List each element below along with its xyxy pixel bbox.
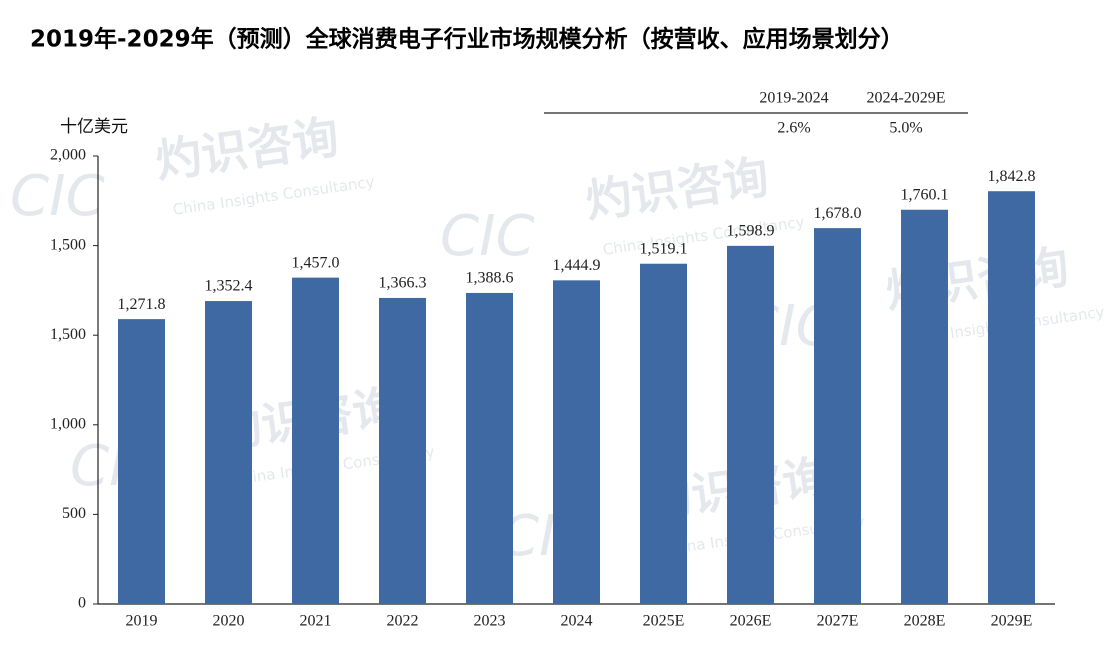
- bar: [814, 228, 861, 605]
- data-label: 1,352.4: [205, 278, 253, 295]
- y-tick-label: 500: [62, 505, 86, 522]
- cagr-value: 5.0%: [889, 120, 922, 137]
- bar: [292, 277, 339, 604]
- bar: [379, 297, 426, 604]
- data-label: 1,598.9: [727, 223, 775, 240]
- data-label: 1,760.1: [901, 186, 949, 203]
- cagr-period: 2019-2024: [759, 90, 828, 107]
- watermark-name: 灼识咨询: [582, 149, 772, 228]
- x-tick-label: 2029E: [991, 613, 1033, 630]
- x-tick-label: 2024: [561, 613, 593, 630]
- y-tick-label: 1,000: [50, 415, 86, 432]
- x-tick-label: 2027E: [817, 613, 859, 630]
- data-label: 1,519.1: [640, 240, 688, 257]
- x-tick-label: 2026E: [730, 613, 772, 630]
- data-label: 1,366.3: [379, 275, 427, 292]
- y-tick-label: 1,500: [50, 236, 86, 253]
- bar: [727, 245, 774, 604]
- y-axis-label: 十亿美元: [60, 117, 128, 137]
- bar: [466, 292, 513, 604]
- chart-title: 2019年-2029年（预测）全球消费电子行业市场规模分析（按营收、应用场景划分…: [30, 26, 904, 53]
- bar: [205, 301, 252, 604]
- data-label: 1,388.6: [466, 270, 514, 287]
- bar: [640, 263, 687, 604]
- data-label: 1,444.9: [553, 257, 601, 274]
- watermark-logo: CIC: [10, 164, 105, 229]
- cagr-value: 2.6%: [777, 120, 810, 137]
- bar: [118, 319, 165, 604]
- data-label: 1,842.8: [988, 168, 1036, 185]
- x-tick-label: 2019: [126, 613, 158, 630]
- x-tick-label: 2028E: [904, 613, 946, 630]
- cagr-period: 2024-2029E: [866, 90, 945, 107]
- watermark-logo: CIC: [440, 204, 535, 269]
- x-tick-label: 2021: [300, 613, 332, 630]
- y-tick-label: 2,000: [50, 147, 86, 164]
- x-tick-label: 2025E: [643, 613, 685, 630]
- bar: [988, 191, 1035, 604]
- bar: [901, 209, 948, 604]
- bar: [553, 280, 600, 604]
- y-tick-label: 1,500: [50, 326, 86, 343]
- data-label: 1,457.0: [292, 254, 340, 271]
- x-tick-label: 2020: [213, 613, 245, 630]
- x-tick-label: 2023: [474, 613, 506, 630]
- y-tick-label: 0: [78, 595, 86, 612]
- data-label: 1,678.0: [814, 205, 862, 222]
- watermark-name: 灼识咨询: [152, 109, 342, 188]
- x-tick-label: 2022: [387, 613, 419, 630]
- data-label: 1,271.8: [118, 296, 166, 313]
